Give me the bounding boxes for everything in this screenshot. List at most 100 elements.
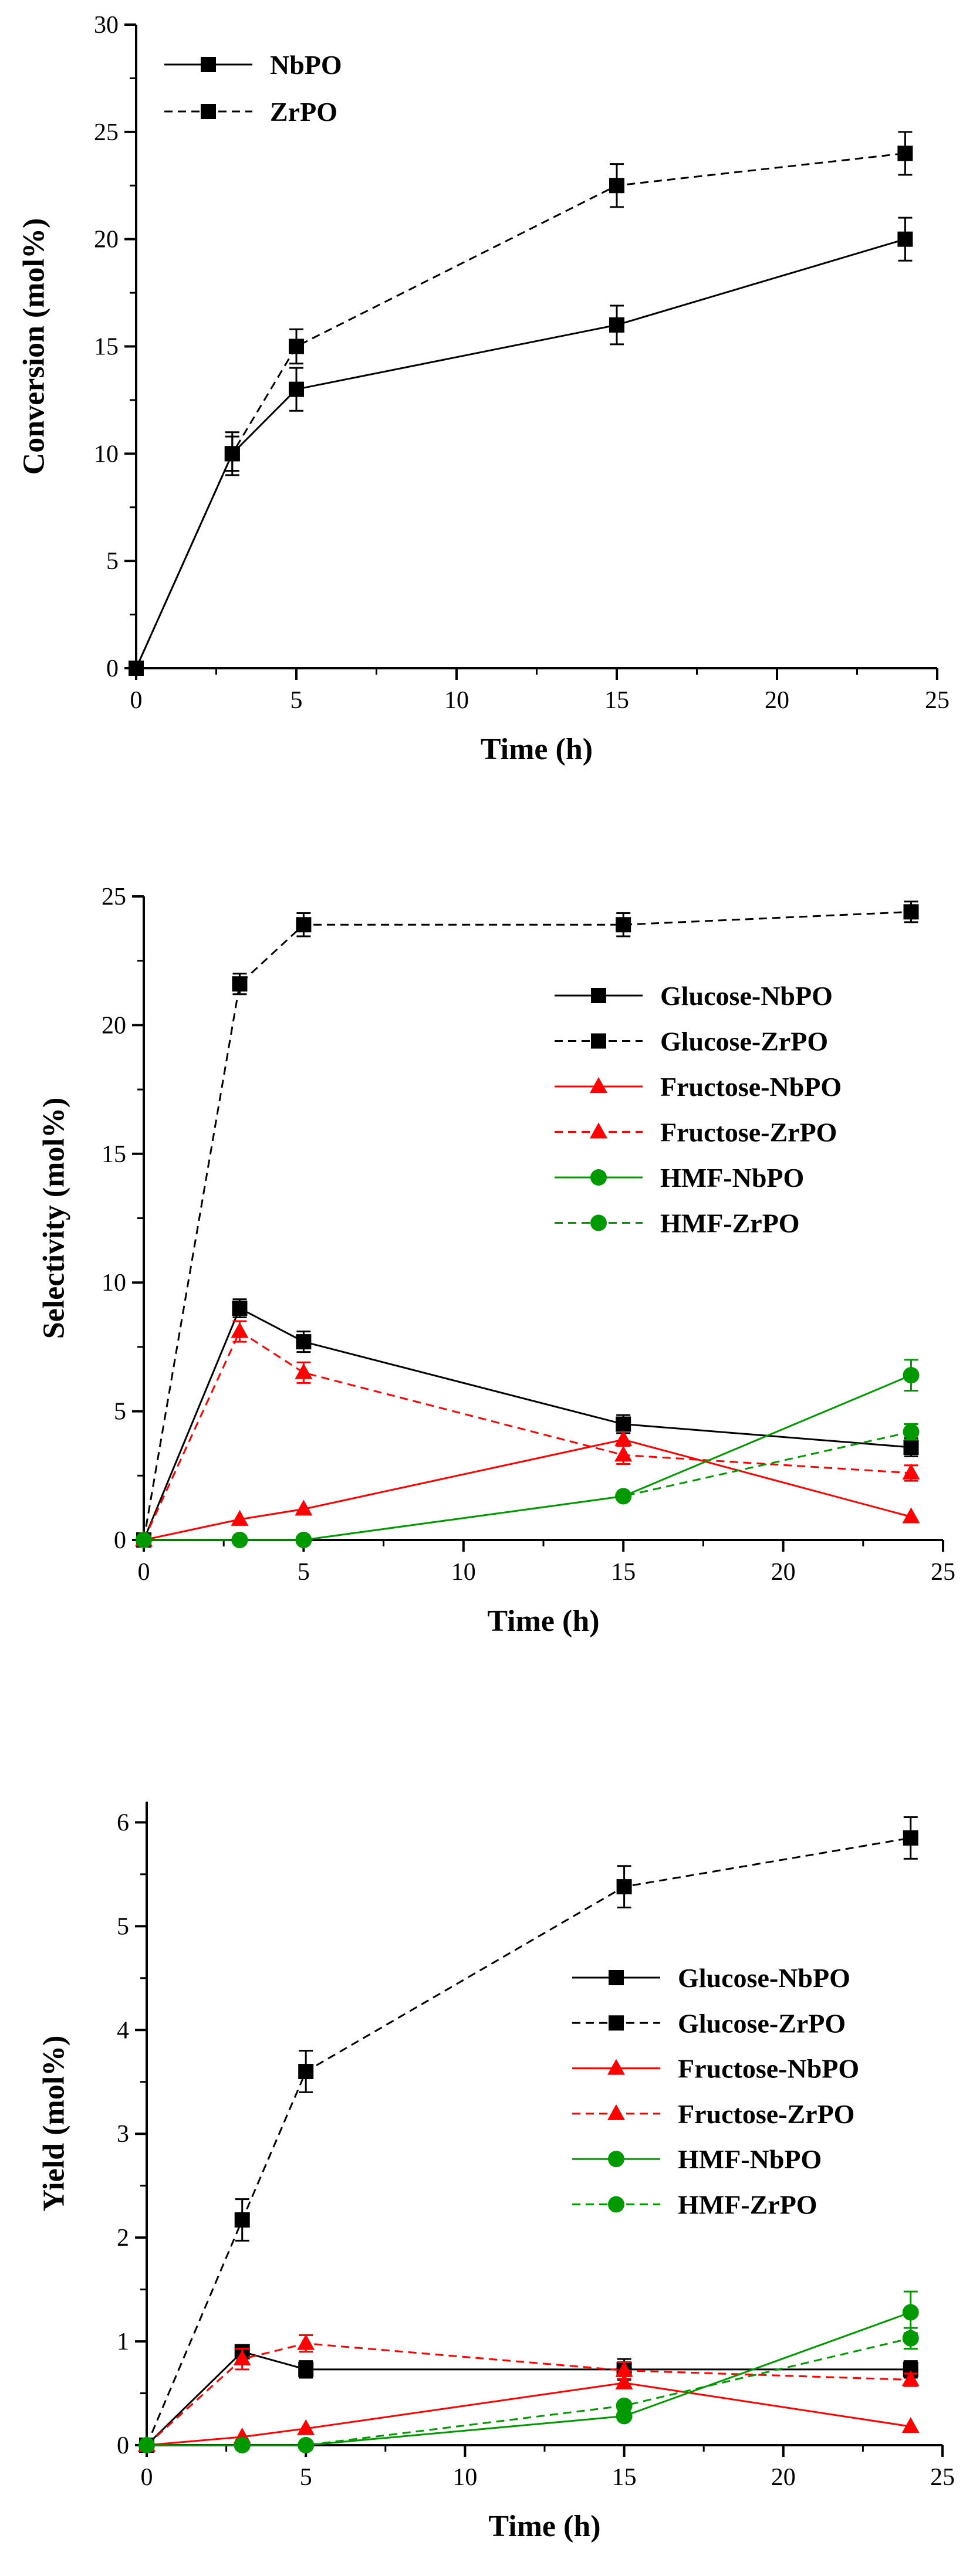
chart-2-point-glucose-zrpo	[232, 976, 248, 992]
chart-1-y-tick-label: 25	[94, 119, 119, 146]
chart-3-x-tick-label: 15	[612, 2464, 637, 2491]
chart-2-legend-label: Glucose-ZrPO	[660, 1027, 828, 1057]
chart-3-y-tick-label: 3	[117, 2121, 129, 2148]
chart-1-line-zrpo	[135, 152, 906, 669]
chart-selectivity: 0 5 10 15 20 25 0 5 10 15 20 25 Time (h) Selectivity …	[38, 884, 956, 1638]
chart-1-legend-marker	[201, 57, 216, 72]
chart-3-series-fructose-nbpo	[138, 2373, 920, 2452]
chart-3-y-axis-title: Yield (mol%)	[38, 2036, 71, 2212]
chart-3-legend-marker	[607, 2104, 625, 2120]
chart-3-legend-label: Fructose-NbPO	[678, 2054, 859, 2084]
chart-1-x-tick-label: 0	[130, 687, 143, 714]
chart-3-y-tick-label: 0	[117, 2432, 129, 2459]
chart-2-legend-label: Glucose-NbPO	[660, 981, 833, 1011]
chart-2-point-fructose-zrpo	[614, 1446, 633, 1462]
chart-2-series-fructose-nbpo	[135, 1430, 920, 1546]
chart-1-y-tick-label: 0	[106, 655, 119, 682]
chart-1-x-tick-label: 20	[765, 687, 789, 714]
chart-1-legend: NbPO ZrPO	[164, 50, 342, 127]
chart-2-point-glucose-zrpo	[616, 917, 631, 933]
chart-1-y-tick-label: 15	[94, 334, 119, 361]
chart-2-legend: Glucose-NbPO Glucose-ZrPO Fructose-NbPO Fru…	[555, 981, 842, 1238]
chart-3-point-glucose-zrpo	[234, 2212, 250, 2228]
chart-3-point-hmf-zrpo	[616, 2397, 633, 2414]
chart-1-x-tick-label: 10	[444, 687, 469, 714]
chart-3-x-tick-label: 5	[300, 2464, 312, 2491]
chart-3-point-hmf-zrpo	[298, 2437, 315, 2453]
chart-2-point-fructose-zrpo	[231, 1322, 249, 1338]
chart-3-legend-label: Glucose-NbPO	[678, 1963, 850, 1993]
chart-3-point-fructose-nbpo	[615, 2373, 633, 2389]
chart-2-legend-marker	[590, 1077, 607, 1093]
chart-2-point-glucose-nbpo	[903, 1440, 919, 1455]
chart-2-series-hmf-nbpo	[136, 1359, 920, 1548]
chart-2-line-hmf-zrpo	[144, 1431, 911, 1541]
chart-2-legend-marker	[591, 1033, 606, 1049]
chart-1-point-zrpo	[897, 145, 913, 161]
chart-2-legend-label: HMF-NbPO	[660, 1163, 804, 1193]
chart-3-legend-marker	[608, 2196, 624, 2213]
chart-2-legend-marker	[590, 1214, 607, 1231]
chart-2-y-tick-label: 20	[102, 1012, 126, 1039]
chart-2-point-fructose-nbpo	[231, 1509, 249, 1526]
chart-3-point-glucose-zrpo	[616, 1879, 632, 1895]
chart-1-series-zrpo	[129, 131, 913, 676]
chart-3-x-tick-label: 20	[771, 2464, 796, 2491]
chart-2-x-tick-label: 10	[451, 1559, 476, 1586]
chart-3-point-hmf-zrpo	[234, 2437, 251, 2453]
chart-3-legend: Glucose-NbPO Glucose-ZrPO Fructose-NbPO Fru…	[572, 1963, 859, 2220]
chart-3-x-tick-label: 10	[452, 2464, 477, 2491]
chart-3-y-tick-label: 4	[117, 2017, 129, 2044]
chart-3-point-fructose-zrpo	[297, 2334, 315, 2350]
chart-3-series-hmf-nbpo	[138, 2290, 919, 2453]
chart-1-x-axis-title: Time (h)	[481, 733, 593, 766]
chart-2-x-tick-label: 25	[931, 1559, 955, 1586]
chart-1-point-zrpo	[289, 338, 304, 354]
chart-3-point-hmf-nbpo	[902, 2304, 919, 2321]
chart-3-line-glucose-nbpo	[146, 2351, 911, 2446]
chart-3-point-fructose-zrpo	[615, 2361, 633, 2377]
chart-2-x-tick-label: 5	[298, 1559, 310, 1586]
chart-3-point-fructose-nbpo	[297, 2419, 315, 2435]
chart-2-point-glucose-nbpo	[296, 1334, 312, 1350]
chart-1-point-nbpo	[897, 231, 913, 247]
chart-conversion: 0 5 10 15 20 25 0 5 10 15 20 25 30 Time (h) Conversion…	[18, 12, 950, 766]
chart-2-legend-label: Fructose-ZrPO	[660, 1118, 837, 1147]
chart-3-y-tick-label: 5	[117, 1913, 129, 1940]
chart-2-legend-label: Fructose-NbPO	[660, 1072, 842, 1102]
chart-2-y-tick-label: 0	[114, 1527, 126, 1554]
chart-3-line-fructose-zrpo	[146, 2343, 911, 2446]
chart-3-point-fructose-zrpo	[901, 2370, 920, 2387]
chart-3-point-glucose-zrpo	[903, 1830, 918, 1846]
chart-1-y-tick-label: 5	[106, 548, 119, 575]
chart-2-point-hmf-zrpo	[615, 1488, 632, 1505]
chart-1-point-zrpo	[129, 661, 144, 676]
chart-3-y-tick-label: 1	[117, 2328, 129, 2355]
chart-3-point-fructose-nbpo	[901, 2417, 920, 2433]
chart-2-y-axis-title: Selectivity (mol%)	[38, 1098, 71, 1339]
chart-3-x-axis-title: Time (h)	[488, 2510, 600, 2543]
chart-1-y-tick-label: 10	[94, 441, 119, 468]
chart-2-x-tick-label: 0	[138, 1559, 150, 1586]
chart-1-x-tick-label: 25	[925, 687, 950, 714]
chart-3-legend-label: HMF-ZrPO	[678, 2190, 817, 2220]
chart-2-point-fructose-nbpo	[614, 1430, 633, 1446]
chart-1-x-tick-label: 15	[604, 687, 629, 714]
chart-3-y-tick-label: 2	[117, 2225, 129, 2252]
chart-2-point-fructose-zrpo	[295, 1363, 313, 1379]
chart-3-line-hmf-nbpo	[147, 2311, 911, 2446]
chart-2-legend-label: HMF-ZrPO	[660, 1209, 800, 1238]
chart-3-point-glucose-zrpo	[298, 2064, 314, 2080]
chart-2-y-tick-label: 15	[102, 1141, 126, 1168]
chart-2-point-hmf-zrpo	[903, 1423, 920, 1440]
chart-1-point-zrpo	[224, 446, 240, 462]
chart-1-line-nbpo	[135, 238, 906, 669]
chart-3-legend-label: HMF-NbPO	[678, 2144, 822, 2174]
chart-1-series-nbpo	[129, 216, 913, 676]
chart-2-point-glucose-zrpo	[296, 917, 312, 933]
chart-2-y-tick-label: 25	[102, 884, 126, 910]
chart-3-point-fructose-zrpo	[233, 2350, 251, 2366]
chart-3-point-hmf-zrpo	[902, 2330, 919, 2347]
chart-2-line-fructose-zrpo	[143, 1330, 911, 1541]
